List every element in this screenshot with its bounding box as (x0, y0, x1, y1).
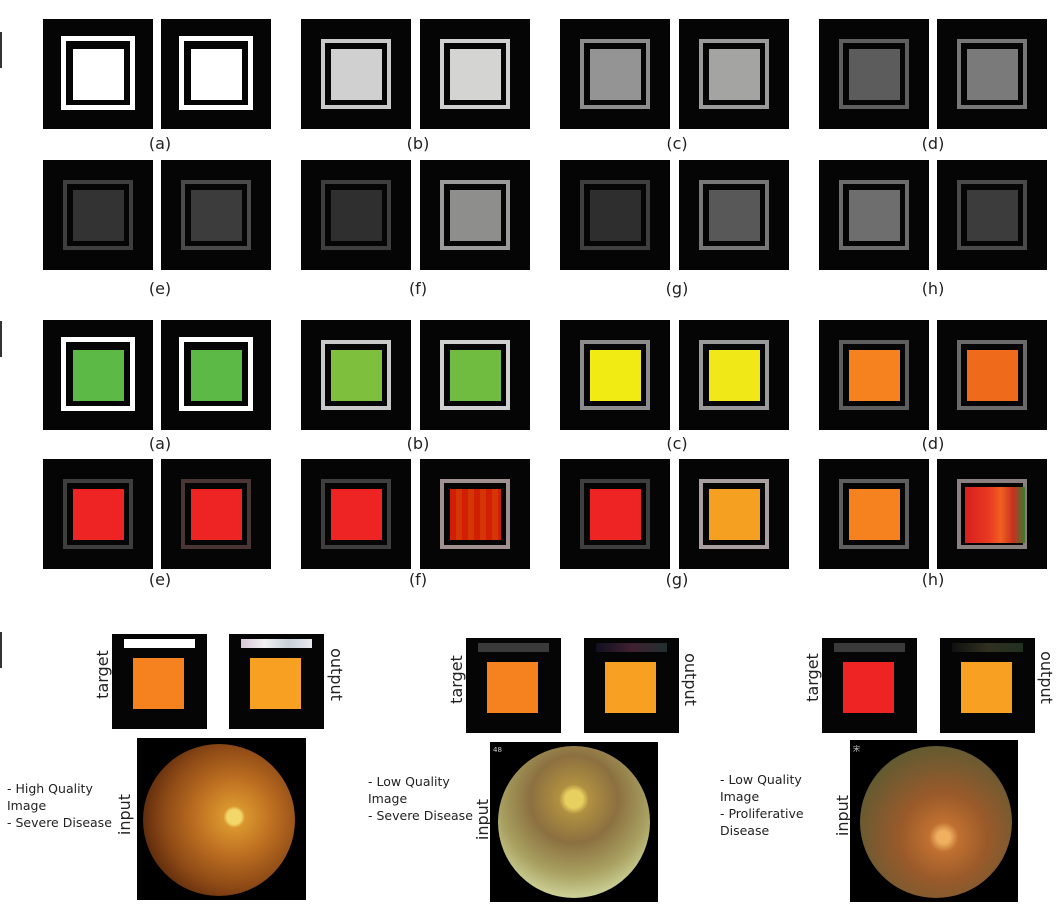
case3-input: 宋 (850, 740, 1018, 902)
gray-e-target (43, 160, 153, 270)
case3-note: - Low Quality Image - Proliferative Dise… (720, 772, 804, 838)
section-marker-fundus (0, 632, 2, 668)
gray-e-output (161, 160, 271, 270)
case2-corner-tag: 48 (493, 746, 502, 754)
color-e-target (43, 459, 153, 569)
gray-d-target (819, 19, 929, 129)
target-label-1: target (92, 650, 112, 699)
case2-output (584, 638, 679, 733)
case2-target (466, 638, 561, 733)
color-h-target (819, 459, 929, 569)
caption-color-d: (d) (921, 434, 945, 453)
color-d-target (819, 320, 929, 430)
caption-color-f: (f) (408, 570, 428, 589)
input-label-1: input (115, 793, 135, 836)
target-label-2: target (446, 655, 466, 704)
color-a-target (43, 320, 153, 430)
caption-color-b: (b) (406, 434, 430, 453)
color-b-target (301, 320, 411, 430)
gray-f-output (420, 160, 530, 270)
retina-image (860, 746, 1012, 898)
section-marker-gray (0, 32, 2, 68)
case3-output (940, 638, 1035, 733)
color-b-output (420, 320, 530, 430)
case3-corner-tag: 宋 (853, 745, 860, 753)
color-c-output (679, 320, 789, 430)
output-label-1: output (326, 648, 346, 701)
case1-target (112, 634, 207, 729)
color-g-target (560, 459, 670, 569)
gray-a-output (161, 19, 271, 129)
caption-gray-b: (b) (406, 134, 430, 153)
case1-note: - High Quality Image - Severe Disease (7, 781, 112, 830)
retina-image (498, 746, 650, 898)
gray-b-target (301, 19, 411, 129)
color-f-target (301, 459, 411, 569)
gray-c-output (679, 19, 789, 129)
caption-color-h: (h) (921, 570, 945, 589)
color-e-output (161, 459, 271, 569)
caption-gray-e: (e) (148, 279, 172, 298)
case1-input (137, 738, 306, 900)
gray-g-output (679, 160, 789, 270)
caption-gray-c: (c) (666, 134, 688, 153)
case1-output (229, 634, 324, 729)
gray-a-target (43, 19, 153, 129)
caption-color-g: (g) (665, 570, 689, 589)
gray-h-output (937, 160, 1047, 270)
target-label-3: target (802, 653, 822, 702)
gray-f-target (301, 160, 411, 270)
output-label-2: output (680, 653, 700, 706)
section-marker-color (0, 321, 2, 357)
color-h-output (937, 459, 1047, 569)
case2-note: - Low Quality Image - Severe Disease (368, 774, 473, 823)
color-d-output (937, 320, 1047, 430)
color-a-output (161, 320, 271, 430)
retina-image (143, 744, 295, 896)
output-label-3: output (1036, 651, 1056, 704)
caption-gray-a: (a) (148, 134, 172, 153)
caption-gray-h: (h) (921, 279, 945, 298)
caption-color-e: (e) (148, 570, 172, 589)
gray-d-output (937, 19, 1047, 129)
color-c-target (560, 320, 670, 430)
caption-gray-g: (g) (665, 279, 689, 298)
color-g-output (679, 459, 789, 569)
gray-g-target (560, 160, 670, 270)
caption-gray-d: (d) (921, 134, 945, 153)
gray-h-target (819, 160, 929, 270)
caption-gray-f: (f) (408, 279, 428, 298)
color-f-output (420, 459, 530, 569)
case3-target (822, 638, 917, 733)
caption-color-a: (a) (148, 434, 172, 453)
case2-input: 48 (490, 742, 658, 902)
gray-b-output (420, 19, 530, 129)
gray-c-target (560, 19, 670, 129)
caption-color-c: (c) (666, 434, 688, 453)
